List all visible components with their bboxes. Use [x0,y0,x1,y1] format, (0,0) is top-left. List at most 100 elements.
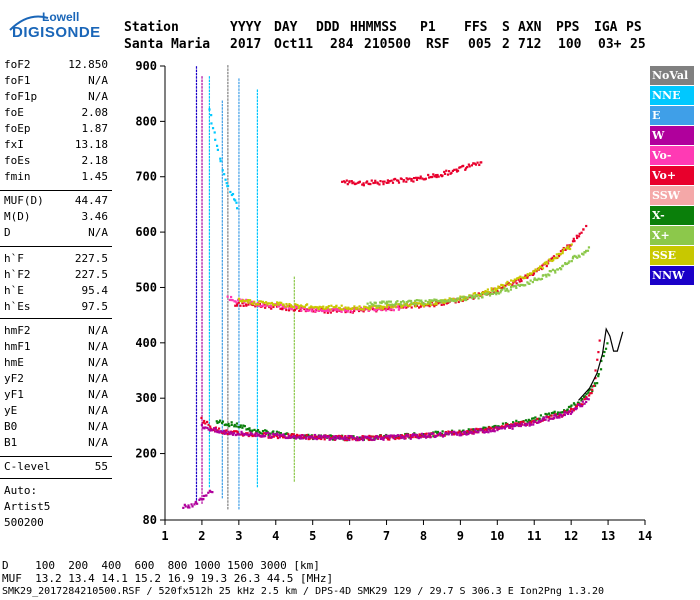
data-point [270,307,273,310]
interference-mark [256,305,259,308]
data-point [311,435,314,439]
data-point [473,162,476,165]
data-point [415,304,419,307]
interference-mark [238,108,240,111]
interference-mark [238,104,240,108]
data-point [373,436,377,439]
interference-mark [201,159,203,162]
data-point [299,434,302,437]
interference-mark [238,463,240,467]
y-tick-label: 200 [135,447,157,461]
data-point [502,284,505,287]
data-point [219,430,222,433]
data-point [234,304,237,307]
interference-mark [201,106,203,109]
param-row: yF1 N/A [0,388,112,404]
interference-mark [201,172,203,176]
data-point [485,292,489,295]
data-point [536,417,539,420]
param-value: N/A [88,372,108,385]
interference-mark [293,426,295,429]
interference-mark [238,477,240,480]
interference-mark [208,272,211,275]
data-point [571,410,574,413]
interference-mark [256,248,259,252]
data-point [363,305,366,308]
param-row: h`Es 97.5 [0,300,112,316]
param-label: hmF1 [4,340,31,353]
data-point [339,435,342,438]
data-point [224,431,228,434]
interference-mark [238,114,240,118]
data-point [504,284,507,287]
interference-mark [227,214,229,218]
data-point [372,181,375,185]
data-point [455,168,458,171]
interference-mark [201,252,203,255]
data-point [318,305,321,308]
interference-mark [227,281,229,284]
interference-mark [256,119,259,122]
interference-mark [227,207,229,211]
interference-mark [221,439,223,442]
interference-mark [221,485,223,489]
data-point [556,413,559,416]
interference-mark [227,291,229,294]
data-point [399,303,403,306]
data-point [333,307,336,310]
interference-mark [256,368,259,372]
param-row: hmE N/A [0,356,112,372]
interference-mark [256,99,259,102]
interference-mark [208,315,211,318]
data-point [280,301,283,304]
interference-mark [195,169,198,172]
data-point [409,436,412,439]
data-point [397,303,400,306]
data-point [253,300,256,303]
header-value: 712 [518,37,542,52]
data-point [430,299,433,302]
data-point [483,429,486,432]
data-point [317,307,320,311]
interference-mark [195,338,198,342]
data-point [568,247,572,251]
data-point [388,303,392,307]
data-point [535,270,538,273]
f2-trace-line [578,327,624,401]
interference-mark [256,401,259,405]
interference-mark [227,104,229,108]
interference-mark [201,268,203,272]
interference-mark [195,92,198,96]
interference-mark [256,355,259,358]
data-point [287,309,291,312]
data-point [524,424,527,427]
x-tick-label: 14 [638,529,652,543]
data-point [301,437,304,440]
data-point [412,301,416,305]
data-point [580,403,583,406]
data-point [358,305,361,308]
data-point [521,276,524,280]
data-point [578,232,581,235]
data-point [572,255,575,258]
x-tick-label: 10 [490,529,504,543]
interference-mark [227,384,229,387]
data-point [504,425,507,428]
interference-mark [221,140,223,143]
data-point [468,295,471,298]
data-point [418,433,421,436]
data-point [497,426,501,429]
interference-mark [256,298,259,302]
data-point [517,421,520,424]
data-point [309,435,312,438]
data-point [507,425,510,428]
interference-mark [238,271,240,274]
data-point [308,306,311,309]
data-point [303,305,306,309]
data-point [521,284,525,287]
data-point [382,300,385,303]
header-value: 03+ [598,37,622,52]
interference-mark [195,278,198,282]
data-point [553,410,556,413]
data-point [358,438,361,441]
